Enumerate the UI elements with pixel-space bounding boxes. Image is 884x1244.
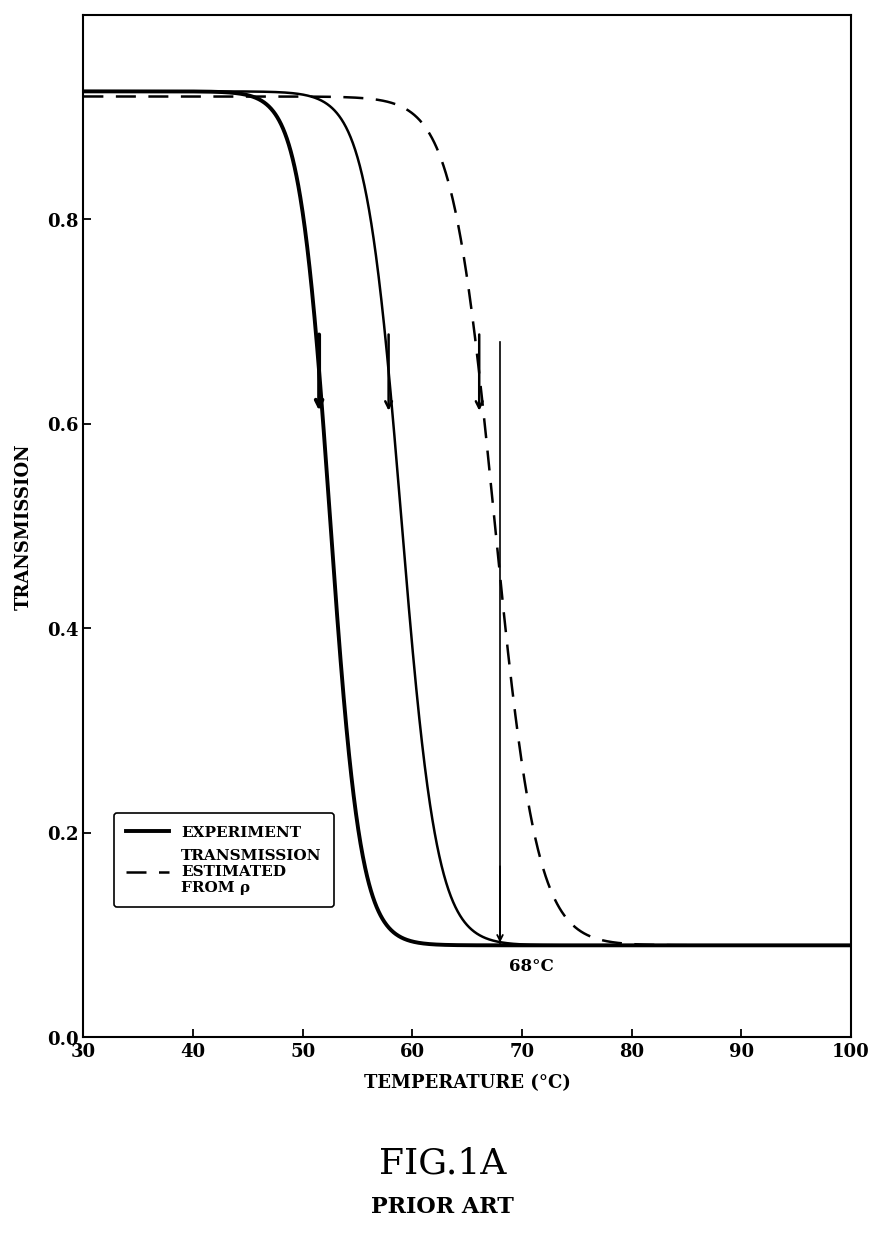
Text: FIG.1A: FIG.1A — [378, 1146, 506, 1181]
Text: PRIOR ART: PRIOR ART — [370, 1195, 514, 1218]
Text: 68°C: 68°C — [508, 958, 553, 975]
Y-axis label: TRANSMISSION: TRANSMISSION — [15, 443, 33, 610]
X-axis label: TEMPERATURE (°C): TEMPERATURE (°C) — [363, 1074, 570, 1092]
Legend: EXPERIMENT, TRANSMISSION
ESTIMATED
FROM ρ: EXPERIMENT, TRANSMISSION ESTIMATED FROM … — [114, 814, 333, 907]
